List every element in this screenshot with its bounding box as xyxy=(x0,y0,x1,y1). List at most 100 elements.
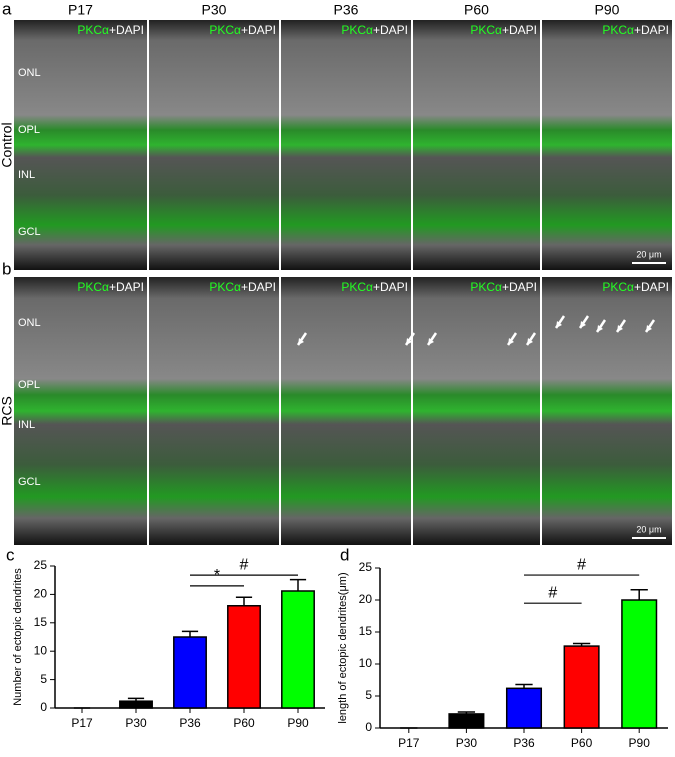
column-label: P36 xyxy=(334,2,359,18)
x-tick-label: P90 xyxy=(287,716,309,730)
bar xyxy=(227,605,261,709)
panel-label: c xyxy=(6,545,15,564)
y-tick-label: 5 xyxy=(40,672,47,686)
x-tick-label: P36 xyxy=(513,736,535,750)
y-tick-label: 0 xyxy=(365,720,372,734)
arrow-head xyxy=(508,338,514,345)
arrow-head xyxy=(597,325,603,332)
panel-label: d xyxy=(340,545,349,564)
error-bar xyxy=(181,630,199,637)
arrow-head xyxy=(617,325,623,332)
layer-label: INL xyxy=(18,419,35,431)
x-tick-label: P36 xyxy=(179,716,201,730)
significance-label: # xyxy=(577,556,586,573)
scale-label: 20 μm xyxy=(636,249,661,259)
row-label: RCS xyxy=(0,396,15,426)
panel-label: a xyxy=(2,0,12,18)
x-tick-label: P30 xyxy=(125,716,147,730)
arrow-head xyxy=(580,321,586,328)
stain-label: PKCα+DAPI xyxy=(341,280,408,294)
column-label: P17 xyxy=(68,2,93,18)
x-tick-label: P90 xyxy=(629,736,651,750)
stain-label: PKCα+DAPI xyxy=(602,23,669,37)
scale-label: 20 μm xyxy=(636,524,661,534)
y-tick-label: 15 xyxy=(34,615,48,629)
y-axis-label: length of ectopic dendrites(μm) xyxy=(337,572,349,723)
error-bar xyxy=(515,683,533,689)
stain-marker: +DAPI xyxy=(241,23,276,37)
micrograph xyxy=(14,20,147,270)
stain-marker: +DAPI xyxy=(373,23,408,37)
micrograph xyxy=(149,20,279,270)
bar xyxy=(505,687,543,729)
layer-label: OPL xyxy=(18,379,40,391)
stain-marker: +DAPI xyxy=(241,280,276,294)
stain-marker: +DAPI xyxy=(109,23,144,37)
error-bar xyxy=(235,596,253,606)
micrograph xyxy=(281,277,411,545)
x-tick-label: P17 xyxy=(398,736,420,750)
stain-marker: PKCα xyxy=(341,280,373,294)
arrow-head xyxy=(298,338,304,345)
stain-label: PKCα+DAPI xyxy=(209,23,276,37)
column-label: P30 xyxy=(202,2,227,18)
bar xyxy=(281,590,315,709)
stain-label: PKCα+DAPI xyxy=(209,280,276,294)
y-tick-label: 10 xyxy=(359,656,373,670)
y-tick-label: 25 xyxy=(359,560,373,574)
layer-label: ONL xyxy=(18,67,41,79)
x-tick-label: P30 xyxy=(456,736,478,750)
stain-marker: PKCα xyxy=(602,280,634,294)
arrow-head xyxy=(646,325,652,332)
stain-marker: PKCα xyxy=(209,280,241,294)
micrograph xyxy=(542,20,672,270)
stain-marker: PKCα xyxy=(470,280,502,294)
error-bar xyxy=(457,711,476,714)
stain-label: PKCα+DAPI xyxy=(77,23,144,37)
bar xyxy=(173,636,207,709)
micrograph xyxy=(14,277,147,545)
y-tick-label: 20 xyxy=(359,592,373,606)
stain-marker: +DAPI xyxy=(373,280,408,294)
arrow-head xyxy=(527,338,533,345)
stain-label: PKCα+DAPI xyxy=(77,280,144,294)
y-tick-label: 5 xyxy=(365,688,372,702)
stain-marker: PKCα xyxy=(209,23,241,37)
bar xyxy=(119,700,153,709)
micrograph xyxy=(542,277,672,545)
error-bar xyxy=(289,578,307,591)
y-tick-label: 0 xyxy=(40,700,47,714)
bar xyxy=(448,713,485,729)
stain-label: PKCα+DAPI xyxy=(341,23,408,37)
stain-label: PKCα+DAPI xyxy=(470,23,537,37)
y-tick-label: 20 xyxy=(34,587,48,601)
y-tick-label: 10 xyxy=(34,643,48,657)
bar xyxy=(621,599,658,729)
layer-label: GCL xyxy=(18,226,41,238)
y-tick-label: 25 xyxy=(34,558,48,572)
error-bar xyxy=(572,642,591,647)
significance-label: # xyxy=(240,556,249,573)
column-label: P60 xyxy=(464,2,489,18)
stain-marker: PKCα xyxy=(77,280,109,294)
stain-marker: PKCα xyxy=(602,23,634,37)
row-label: Control xyxy=(0,122,15,167)
arrow-head xyxy=(556,321,562,328)
x-tick-label: P60 xyxy=(233,716,255,730)
micrograph xyxy=(149,277,279,545)
stain-marker: PKCα xyxy=(341,23,373,37)
significance-label: # xyxy=(548,584,557,601)
stain-marker: PKCα xyxy=(77,23,109,37)
x-tick-label: P60 xyxy=(571,736,593,750)
stain-marker: +DAPI xyxy=(109,280,144,294)
layer-label: INL xyxy=(18,169,35,181)
micrograph xyxy=(413,20,540,270)
stain-marker: PKCα xyxy=(470,23,502,37)
layer-label: ONL xyxy=(18,317,41,329)
stain-marker: +DAPI xyxy=(634,23,669,37)
stain-label: PKCα+DAPI xyxy=(470,280,537,294)
micrograph xyxy=(281,20,411,270)
stain-marker: +DAPI xyxy=(502,23,537,37)
stain-marker: +DAPI xyxy=(634,280,669,294)
